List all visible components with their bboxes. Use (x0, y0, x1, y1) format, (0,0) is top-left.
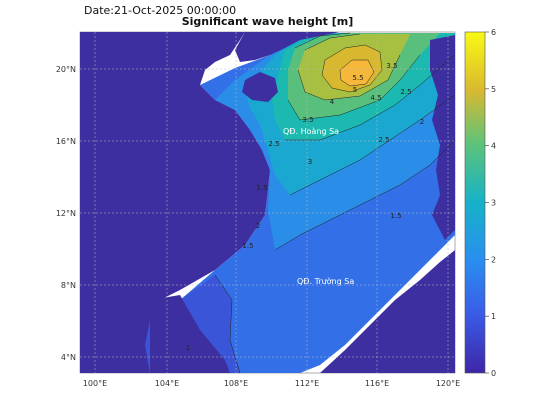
contour-label: 3.5 (302, 116, 313, 124)
contour-label: 5.5 (352, 74, 363, 82)
contour-label: 1.5 (242, 242, 253, 250)
colorbar-tick-label: 1 (491, 312, 496, 321)
x-axis-ticks: 100°E 104°E 108°E 112°E 116°E 120°E (83, 379, 460, 388)
x-tick-label: 100°E (83, 379, 107, 388)
contour-label: 4 (330, 98, 335, 106)
ocean-peak-zone (340, 60, 374, 86)
x-tick-label: 116°E (365, 379, 389, 388)
contour-lines (214, 32, 455, 373)
map-title: Significant wave height [m] (181, 15, 354, 28)
x-tick-label: 120°E (436, 379, 460, 388)
landmass-borneo (320, 250, 455, 373)
y-axis-ticks: 20°N 16°N 12°N 8°N 4°N (56, 65, 76, 362)
contour-label: 1.5 (390, 212, 401, 220)
landmass-indochina (80, 32, 270, 373)
colorbar (464, 31, 486, 374)
x-tick-label: 108°E (224, 379, 248, 388)
colorbar-tick-label: 0 (491, 369, 496, 378)
contour-label: 3 (308, 158, 312, 166)
contour-label: 2.5 (400, 88, 411, 96)
y-tick-label: 16°N (56, 137, 76, 146)
contour-label: 1 (186, 344, 190, 352)
place-label-truong-sa: QĐ. Trường Sa (297, 276, 354, 286)
contour-label: 4.5 (370, 94, 381, 102)
contour-label: 3.5 (386, 62, 397, 70)
landmass-philippines (430, 35, 455, 240)
colorbar-tick-label: 5 (491, 85, 496, 94)
y-tick-label: 20°N (56, 65, 76, 74)
colorbar-tick-label: 4 (491, 142, 496, 151)
contour-label: 2 (420, 118, 424, 126)
contour-labels: 1 1.5 2 2.5 3 2.5 3.5 4 5 5.5 4.5 3.5 2.5 2 1.5 1.5 (186, 62, 424, 352)
landmass-hainan (242, 72, 278, 102)
colorbar-ticks: 0 1 2 3 4 5 6 (485, 28, 496, 378)
colorbar-tick-label: 6 (491, 28, 496, 37)
landmass-malay-peninsula (150, 295, 230, 373)
landmass-china-coast (235, 32, 340, 62)
y-tick-label: 12°N (56, 209, 76, 218)
colorbar-tick-label: 2 (491, 255, 496, 264)
colorbar-tick-label: 3 (491, 199, 496, 208)
contour-label: 2.5 (268, 140, 279, 148)
y-tick-label: 4°N (61, 353, 76, 362)
gridlines (80, 32, 455, 373)
place-label-hoang-sa: QĐ. Hoàng Sa (283, 127, 339, 136)
x-tick-label: 112°E (295, 379, 319, 388)
contour-label: 1.5 (256, 184, 267, 192)
y-tick-label: 8°N (61, 281, 76, 290)
date-label: Date:21-Oct-2025 00:00:00 (84, 4, 237, 17)
contour-label: 2 (256, 222, 260, 230)
contour-label: 2.5 (378, 136, 389, 144)
contour-label: 5 (353, 86, 357, 94)
x-tick-label: 104°E (155, 379, 179, 388)
